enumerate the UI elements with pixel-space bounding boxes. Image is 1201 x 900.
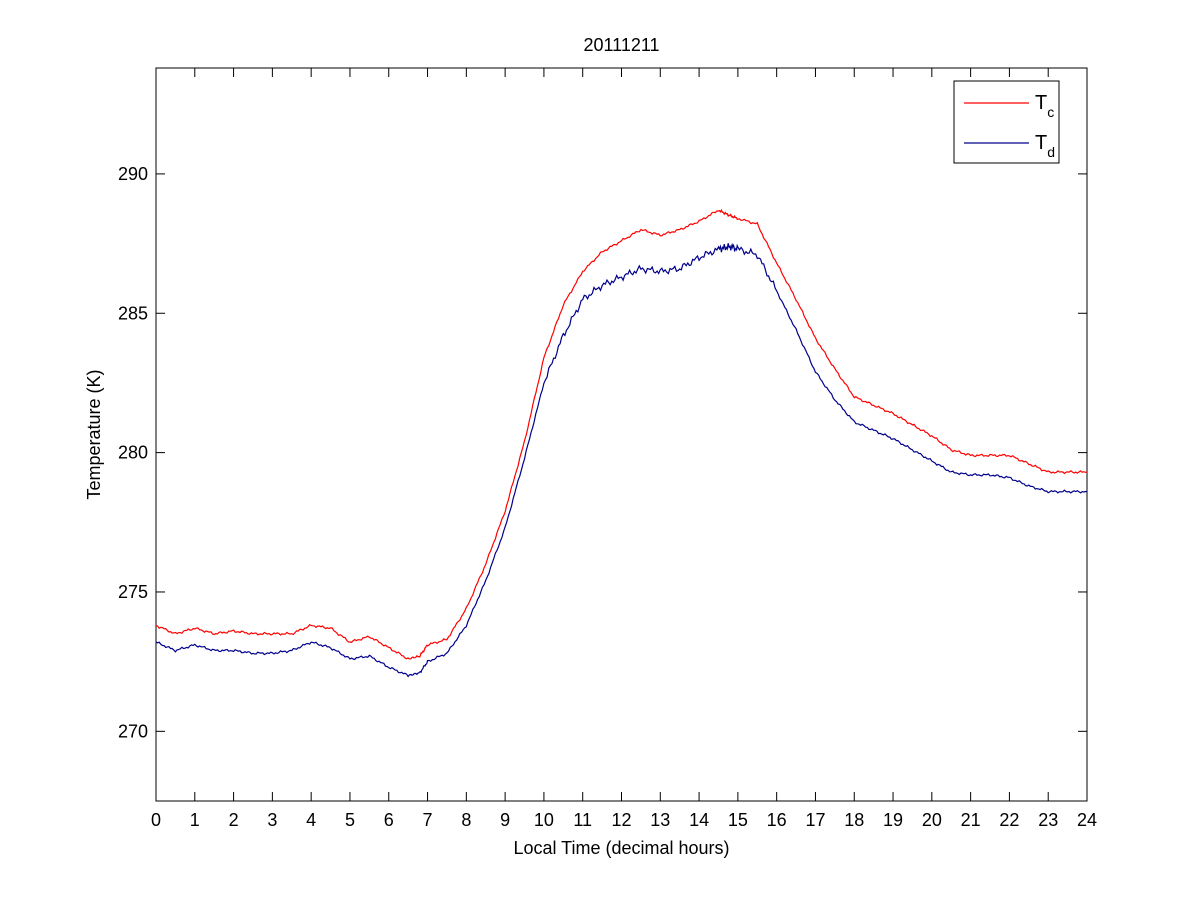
x-tick-label: 0 — [151, 810, 161, 830]
legend-label-subscript: d — [1047, 144, 1055, 160]
series-line-td — [155, 242, 1088, 678]
x-tick-label: 21 — [961, 810, 981, 830]
x-tick-label: 13 — [650, 810, 670, 830]
x-tick-label: 20 — [922, 810, 942, 830]
y-tick-label: 275 — [118, 582, 148, 602]
x-tick-label: 10 — [534, 810, 554, 830]
series-line-tc — [155, 208, 1088, 660]
x-tick-label: 16 — [767, 810, 787, 830]
legend-label: Tc — [1035, 92, 1054, 120]
x-tick-label: 9 — [500, 810, 510, 830]
y-tick-label: 285 — [118, 303, 148, 323]
legend-label-name: T — [1035, 132, 1047, 154]
x-tick-label: 15 — [728, 810, 748, 830]
x-tick-label: 2 — [229, 810, 239, 830]
x-tick-label: 12 — [611, 810, 631, 830]
x-tick-label: 5 — [345, 810, 355, 830]
y-tick-label: 280 — [118, 443, 148, 463]
x-tick-label: 17 — [805, 810, 825, 830]
y-axis-title: Temperature (K) — [84, 369, 104, 499]
x-tick-label: 23 — [1038, 810, 1058, 830]
x-tick-label: 6 — [384, 810, 394, 830]
legend-label: Td — [1035, 132, 1055, 160]
x-tick-label: 7 — [423, 810, 433, 830]
x-tick-label: 1 — [190, 810, 200, 830]
plot-area: 0 1 2 3 4 5 6 7 8 9 10 11 12 13 14 15 16 17 18 19 20 21 22 23 24… — [118, 67, 1097, 830]
x-tick-label: 11 — [573, 810, 592, 830]
legend-box — [953, 80, 1060, 164]
x-tick-label: 4 — [306, 810, 316, 830]
x-axis-title: Local Time (decimal hours) — [513, 838, 729, 858]
legend-label-subscript: c — [1047, 104, 1054, 120]
y-tick-label: 290 — [118, 164, 148, 184]
x-tick-label: 8 — [461, 810, 471, 830]
y-tick-label: 270 — [118, 721, 148, 741]
legend-label-name: T — [1035, 92, 1047, 114]
x-tick-label: 3 — [267, 810, 277, 830]
chart-title: 20111211 — [583, 35, 659, 55]
x-tick-label: 22 — [999, 810, 1019, 830]
x-tick-label: 18 — [844, 810, 864, 830]
x-tick-label: 19 — [883, 810, 903, 830]
x-tick-label: 14 — [689, 810, 709, 830]
x-tick-label: 24 — [1077, 810, 1097, 830]
plot-frame — [155, 67, 1088, 802]
